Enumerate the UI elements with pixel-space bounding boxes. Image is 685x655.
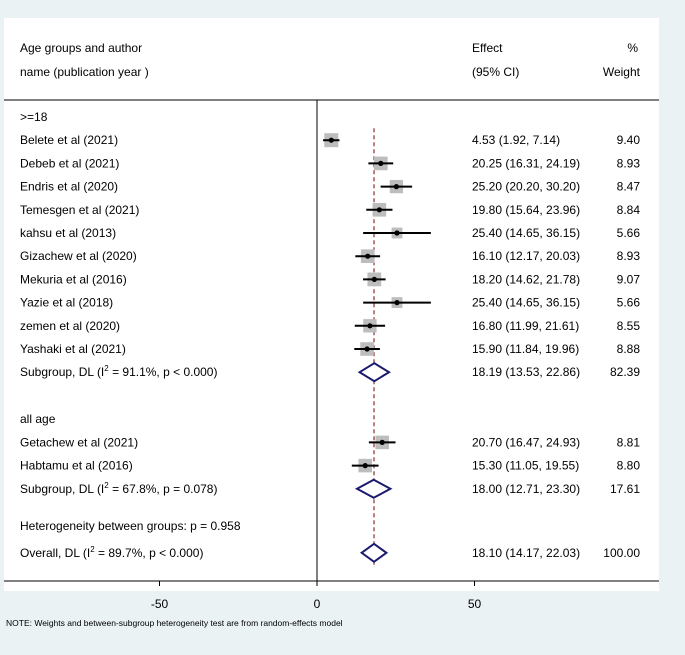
study-name: Debeb et al (2021)	[20, 156, 119, 170]
study-point	[328, 137, 334, 143]
study-ci-text: 20.25 (16.31, 24.19)	[472, 156, 580, 170]
header-col1-line2: name (publication year )	[20, 65, 149, 79]
overall-weight: 100.00	[603, 546, 640, 560]
i-squared-superscript: 2	[104, 481, 109, 490]
study-weight: 8.84	[617, 203, 641, 217]
subgroup-weight: 17.61	[610, 482, 640, 496]
header-effect-line2: (95% CI)	[472, 65, 519, 79]
header-col1-line1: Age groups and author	[20, 41, 142, 55]
x-tick-label: -50	[151, 597, 169, 611]
study-ci-text: 19.80 (15.64, 23.96)	[472, 203, 580, 217]
study-ci-text: 25.40 (14.65, 36.15)	[472, 226, 580, 240]
subgroup-ci-text: 18.19 (13.53, 22.86)	[472, 365, 580, 379]
subgroup-label: Subgroup, DL (I2 = 91.1%, p < 0.000)	[20, 364, 217, 379]
subgroup-ci-text: 18.00 (12.71, 23.30)	[472, 482, 580, 496]
header-weight-line2: Weight	[603, 65, 641, 79]
header-effect-line1: Effect	[472, 41, 503, 55]
study-name: Mekuria et al (2016)	[20, 272, 127, 286]
study-point	[394, 300, 400, 306]
study-name: Endris et al (2020)	[20, 180, 118, 194]
study-weight: 8.81	[617, 435, 641, 449]
study-weight: 8.47	[617, 180, 641, 194]
study-point	[393, 184, 399, 190]
subgroup-label: Subgroup, DL (I2 = 67.8%, p = 0.078)	[20, 481, 217, 496]
study-name: Habtamu et al (2016)	[20, 459, 133, 473]
study-ci-text: 25.40 (14.65, 36.15)	[472, 296, 580, 310]
rows-layer: >=18 Belete et al (2021) 4.53 (1.92, 7.14)…	[4, 100, 659, 611]
study-name: Yazie et al (2018)	[20, 296, 113, 310]
study-ci-text: 15.90 (11.84, 19.96)	[472, 342, 579, 356]
plot-frame	[4, 18, 659, 591]
study-ci-text: 20.70 (16.47, 24.93)	[472, 435, 580, 449]
study-point	[379, 439, 385, 445]
study-name: Temesgen et al (2021)	[20, 203, 139, 217]
study-weight: 8.93	[617, 156, 641, 170]
study-name: Getachew et al (2021)	[20, 435, 138, 449]
study-point	[367, 323, 373, 329]
group-label: all age	[20, 412, 56, 426]
x-tick-label: 0	[314, 597, 321, 611]
study-ci-text: 16.80 (11.99, 21.61)	[472, 319, 579, 333]
study-weight: 8.93	[617, 249, 641, 263]
heterogeneity-text: Heterogeneity between groups: p = 0.958	[20, 519, 241, 533]
study-point	[394, 230, 400, 236]
study-weight: 8.55	[617, 319, 641, 333]
subgroup-weight: 82.39	[610, 365, 640, 379]
x-tick-label: 50	[468, 597, 482, 611]
study-point	[371, 276, 377, 282]
study-point	[365, 253, 371, 259]
study-name: Belete et al (2021)	[20, 133, 118, 147]
study-point	[378, 160, 384, 166]
study-name: Yashaki et al (2021)	[20, 342, 126, 356]
study-weight: 5.66	[617, 226, 641, 240]
overall-ci-text: 18.10 (14.17, 22.03)	[472, 546, 580, 560]
i-squared-superscript: 2	[104, 364, 109, 373]
i-squared-superscript: 2	[90, 545, 95, 554]
study-weight: 8.88	[617, 342, 641, 356]
overall-label: Overall, DL (I2 = 89.7%, p < 0.000)	[20, 545, 203, 560]
study-name: Gizachew et al (2020)	[20, 249, 137, 263]
study-ci-text: 25.20 (20.20, 30.20)	[472, 180, 580, 194]
overall-diamond	[359, 542, 389, 564]
header-weight-line1: %	[627, 41, 638, 55]
footnote: NOTE: Weights and between-subgroup heter…	[6, 618, 343, 628]
study-ci-text: 15.30 (11.05, 19.55)	[472, 459, 579, 473]
subgroup-diamond	[357, 362, 391, 383]
study-point	[362, 463, 368, 469]
subgroup-diamond	[354, 478, 393, 499]
study-weight: 9.40	[617, 133, 641, 147]
study-ci-text: 16.10 (12.17, 20.03)	[472, 249, 580, 263]
study-name: kahsu et al (2013)	[20, 226, 116, 240]
study-ci-text: 4.53 (1.92, 7.14)	[472, 133, 560, 147]
group-label: >=18	[20, 110, 48, 124]
study-point	[376, 207, 382, 213]
study-name: zemen et al (2020)	[20, 319, 120, 333]
study-ci-text: 18.20 (14.62, 21.78)	[472, 272, 580, 286]
study-weight: 5.66	[617, 296, 641, 310]
study-weight: 9.07	[617, 272, 641, 286]
study-weight: 8.80	[617, 459, 641, 473]
study-point	[364, 346, 370, 352]
